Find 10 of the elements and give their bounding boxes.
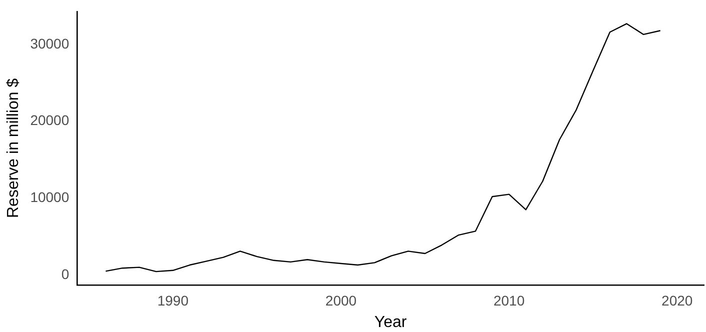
x-tick-label: 2020	[662, 292, 693, 308]
x-tick-label: 2010	[493, 292, 525, 308]
x-tick-label: 2000	[325, 292, 357, 308]
y-tick-label: 10000	[30, 189, 70, 206]
x-axis-title: Year	[374, 314, 408, 331]
x-tick-label: 1990	[157, 292, 189, 308]
y-tick-label: 0	[61, 266, 70, 282]
y-tick-label: 30000	[30, 35, 70, 52]
y-axis-title: Reserve in million $	[5, 78, 22, 218]
y-tick-label: 20000	[30, 112, 70, 128]
